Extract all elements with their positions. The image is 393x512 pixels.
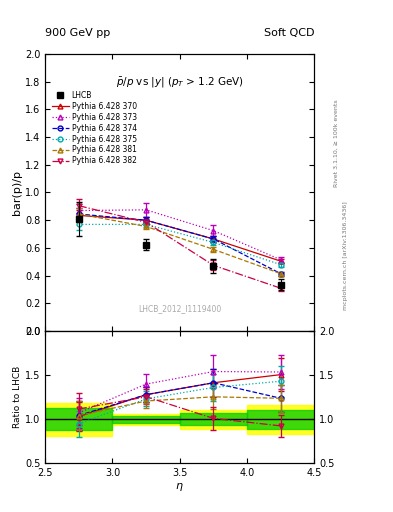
Text: $\bar{p}/p$ vs $|y|$ ($p_{T}$ > 1.2 GeV): $\bar{p}/p$ vs $|y|$ ($p_{T}$ > 1.2 GeV): [116, 76, 244, 90]
Legend: LHCB, Pythia 6.428 370, Pythia 6.428 373, Pythia 6.428 374, Pythia 6.428 375, Py: LHCB, Pythia 6.428 370, Pythia 6.428 373…: [52, 91, 137, 165]
Text: Rivet 3.1.10, ≥ 100k events: Rivet 3.1.10, ≥ 100k events: [334, 99, 338, 187]
Y-axis label: bar(p)/p: bar(p)/p: [12, 170, 22, 215]
Text: 900 GeV pp: 900 GeV pp: [45, 28, 110, 38]
X-axis label: $\eta$: $\eta$: [175, 481, 184, 493]
Text: mcplots.cern.ch [arXiv:1306.3436]: mcplots.cern.ch [arXiv:1306.3436]: [343, 202, 348, 310]
Y-axis label: Ratio to LHCB: Ratio to LHCB: [13, 366, 22, 429]
Text: Soft QCD: Soft QCD: [264, 28, 314, 38]
Text: LHCB_2012_I1119400: LHCB_2012_I1119400: [138, 305, 221, 313]
